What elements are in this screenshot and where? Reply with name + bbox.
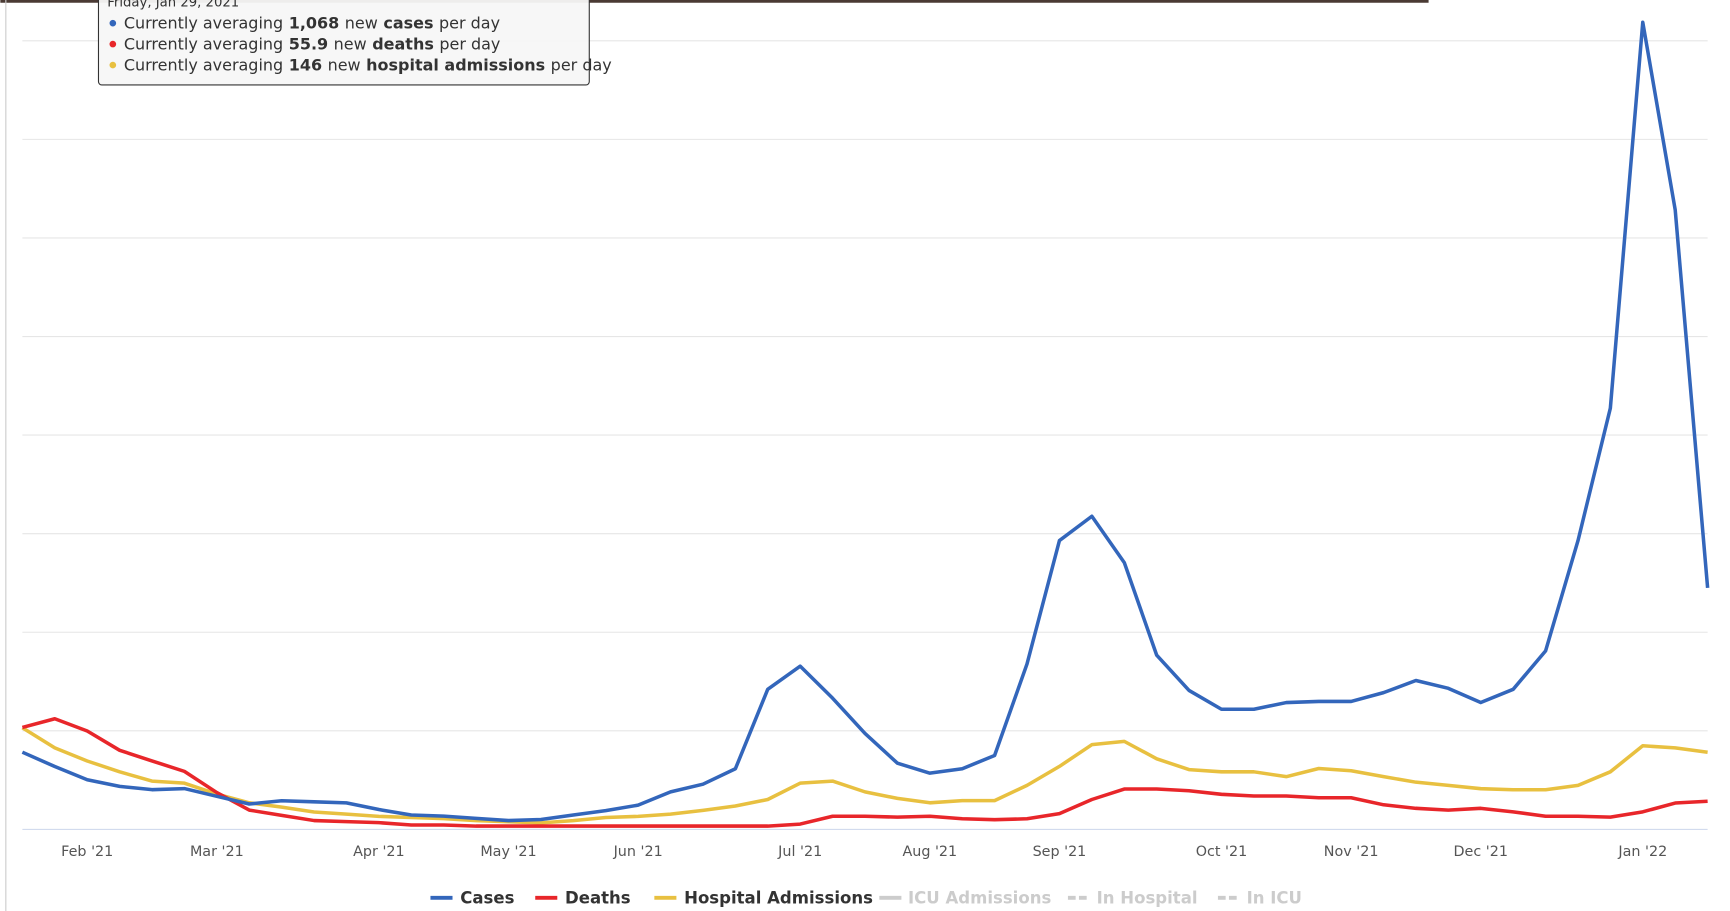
x-tick-label: Mar '21	[190, 844, 244, 860]
series-line	[21, 20, 1710, 823]
legend-item[interactable]: Hospital Admissions	[654, 888, 873, 907]
x-tick-label: Sep '21	[1033, 844, 1087, 860]
legend: Cases Deaths Hospital Admissions ICU Admiss…	[430, 888, 1302, 907]
series-line	[21, 716, 1708, 828]
tooltip: Friday, Jan 29, 2021 Currently averaging…	[97, 0, 612, 86]
x-tick-label: Feb '21	[61, 844, 113, 860]
x-tick-label: Jun '21	[613, 844, 663, 860]
tooltip-bullet	[109, 40, 117, 48]
tooltip-bullet	[109, 19, 117, 27]
x-tick-label: Dec '21	[1454, 844, 1508, 860]
tooltip-suffix: per day	[439, 14, 500, 33]
legend-label: Deaths	[565, 888, 631, 907]
tooltip-date: Friday, Jan 29, 2021	[107, 0, 239, 11]
tooltip-line: Currently averaging 146 new hospital admiss…	[124, 56, 612, 75]
grid	[22, 40, 1708, 830]
tooltip-metric: deaths	[372, 35, 434, 54]
tooltip-box	[97, 0, 590, 86]
legend-item[interactable]: In ICU	[1217, 888, 1302, 907]
plot	[21, 20, 1710, 828]
legend-label: Cases	[460, 888, 514, 907]
legend-label: In ICU	[1247, 888, 1302, 907]
x-tick-label: Jan '22	[1617, 844, 1667, 860]
tooltip-line: Currently averaging 55.9 new deaths per day	[124, 35, 501, 54]
legend-item[interactable]: ICU Admissions	[879, 888, 1051, 907]
tooltip-mid: new	[345, 14, 378, 33]
x-tick-label: Nov '21	[1324, 844, 1379, 860]
tooltip-value: 55.9	[289, 35, 328, 54]
tooltip-prefix: Currently averaging	[124, 56, 283, 75]
tooltip-suffix: per day	[439, 35, 500, 54]
tooltip-value: 146	[289, 56, 322, 75]
x-tick-label: Aug '21	[902, 844, 957, 860]
tooltip-metric: cases	[383, 14, 433, 33]
x-tick-label: May '21	[480, 844, 536, 860]
tooltip-prefix: Currently averaging	[124, 14, 283, 33]
tooltip-mid: new	[328, 56, 361, 75]
tooltip-suffix: per day	[551, 56, 612, 75]
x-axis: Feb '21 Mar '21 Apr '21 May '21 Jun '21 Jul '…	[61, 844, 1667, 860]
tooltip-prefix: Currently averaging	[124, 35, 283, 54]
tooltip-bullet	[109, 61, 117, 69]
x-tick-label: Oct '21	[1196, 844, 1248, 860]
x-tick-label: Apr '21	[353, 844, 405, 860]
tooltip-line: Currently averaging 1,068 new cases per day	[124, 14, 500, 33]
tooltip-value: 1,068	[289, 14, 340, 33]
series-line	[21, 726, 1708, 825]
legend-item[interactable]: Deaths	[535, 888, 631, 907]
legend-label: In Hospital	[1097, 888, 1198, 907]
legend-label: ICU Admissions	[908, 888, 1051, 907]
legend-label: Hospital Admissions	[684, 888, 873, 907]
tooltip-metric: hospital admissions	[366, 56, 545, 75]
tooltip-mid: new	[334, 35, 367, 54]
x-tick-label: Jul '21	[777, 844, 822, 860]
legend-item[interactable]: Cases	[430, 888, 515, 907]
legend-item[interactable]: In Hospital	[1067, 888, 1198, 907]
